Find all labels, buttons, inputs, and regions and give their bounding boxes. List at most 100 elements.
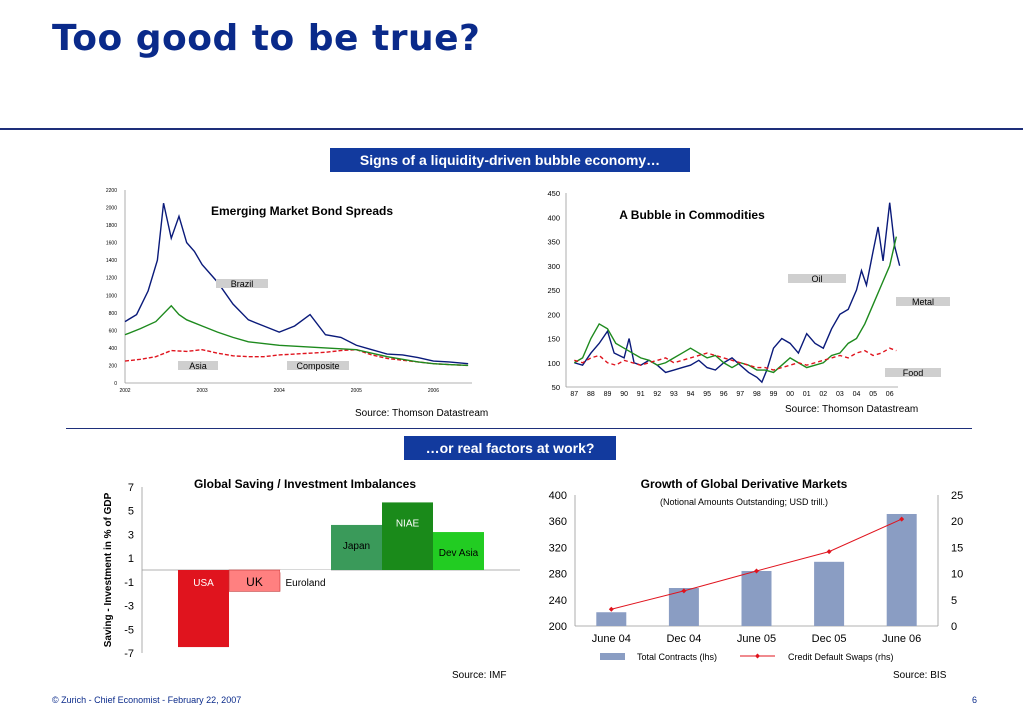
x-tick-label: 98 [753, 391, 761, 398]
y-tick-label: 1400 [106, 258, 117, 264]
y-tick-label: 0 [114, 381, 117, 387]
label-asia-box [178, 361, 218, 370]
y-tick-label: 800 [109, 311, 118, 317]
page-title: Too good to be true? [52, 18, 481, 59]
cds-point [608, 606, 614, 612]
chart-em-bond-spreads: 2200 2000 1800 1600 1400 1200 1000 800 600 400 200… [106, 188, 472, 394]
y-tick-label: -1 [124, 577, 134, 589]
x-tick-label: 2006 [428, 388, 439, 394]
y-tick-label: 3 [128, 529, 134, 541]
y-tick-label: -5 [124, 624, 134, 636]
y-tick-label: 300 [547, 262, 560, 271]
series-line-oil [574, 202, 901, 384]
label-asia: Asia [189, 361, 207, 371]
y-tick-label: 2000 [106, 206, 117, 212]
x-tick-label: 06 [886, 391, 894, 398]
source-c4: Source: BIS [893, 670, 947, 681]
x-tick-label: 90 [620, 391, 628, 398]
source-c1: Source: Thomson Datastream [355, 408, 489, 419]
y-tick-label: 450 [547, 189, 560, 198]
y-tick-label: 1 [128, 553, 134, 565]
y-tick-label: 350 [547, 238, 560, 247]
x-tick-label: 97 [736, 391, 744, 398]
bar-label: Japan [343, 541, 370, 552]
chart-commodities: 450 400 350 300 250 200 150 100 50 87 88 89 90 91 92 93… [547, 189, 950, 398]
y-tick-label-left: 200 [549, 621, 567, 633]
y-tick-label: 1200 [106, 276, 117, 282]
page-number: 6 [972, 695, 978, 705]
y-tick-label: 1600 [106, 241, 117, 247]
bar-total-contracts [741, 570, 772, 626]
x-tick-label: 2002 [119, 388, 130, 394]
chart-subtitle: (Notional Amounts Outstanding; USD trill… [660, 497, 828, 507]
x-tick-label: 91 [637, 391, 645, 398]
y-tick-label: 1800 [106, 223, 117, 229]
cds-point [826, 549, 832, 555]
y-tick-label: 5 [128, 506, 134, 518]
y-tick-label: 2200 [106, 188, 117, 194]
label-composite-box [287, 361, 349, 370]
y-tick-label: 200 [547, 310, 560, 319]
y-tick-label: -3 [124, 601, 134, 613]
chart-title: Emerging Market Bond Spreads [211, 204, 393, 218]
source-c2: Source: Thomson Datastream [785, 404, 919, 415]
label-oil-box [788, 274, 846, 283]
y-tick-label-right: 20 [951, 516, 963, 528]
bar-japan [331, 524, 382, 570]
bar-total-contracts [814, 561, 845, 626]
bar-euroland [280, 570, 331, 573]
x-tick-label: 92 [653, 391, 661, 398]
x-tick-label: 89 [604, 391, 612, 398]
middle-divider [66, 428, 972, 429]
x-tick-label: 2005 [351, 388, 362, 394]
x-tick-label: 00 [786, 391, 794, 398]
y-tick-label-left: 280 [549, 569, 567, 581]
bar-total-contracts [668, 588, 699, 626]
legend-label-bars: Total Contracts (lhs) [637, 652, 717, 662]
banner-bottom: …or real factors at work? [404, 436, 616, 460]
y-tick-label: 400 [547, 213, 560, 222]
label-food: Food [903, 368, 924, 378]
top-divider [0, 128, 1023, 130]
y-tick-label-right: 15 [951, 542, 963, 554]
x-tick-label: 01 [803, 391, 811, 398]
series-line-brazil [124, 203, 469, 365]
y-tick-label: -7 [124, 648, 134, 660]
x-tick-label: 99 [770, 391, 778, 398]
bar-label: UK [246, 575, 263, 589]
chart-derivatives: 400 360 320 280 240 200 25 20 15 10 5 0 Growth of Gl… [549, 477, 964, 662]
x-tick-label: June 06 [882, 633, 921, 645]
bar-dev-asia [433, 532, 484, 570]
x-tick-label: 02 [819, 391, 827, 398]
bar-label: USA [193, 578, 214, 589]
footer-text: © Zurich - Chief Economist - February 22… [52, 695, 242, 705]
source-c3: Source: IMF [452, 670, 507, 681]
bar-niae [382, 502, 433, 570]
label-composite: Composite [296, 361, 339, 371]
legend-swatch-bars [600, 653, 625, 660]
y-tick-label-left: 240 [549, 595, 567, 607]
series-line-metal [573, 236, 898, 374]
label-oil: Oil [812, 274, 823, 284]
x-tick-label: 88 [587, 391, 595, 398]
y-tick-label: 400 [109, 346, 118, 352]
cds-point [754, 568, 759, 574]
x-tick-label: Dec 04 [666, 633, 701, 645]
label-brazil-box [216, 279, 268, 288]
x-tick-label: June 05 [737, 633, 776, 645]
chart-saving-investment: 7 5 3 1 -1 -3 -5 -7 Saving - Investment in % of … [103, 477, 520, 660]
y-tick-label: 600 [109, 328, 118, 334]
x-tick-label: June 04 [592, 633, 631, 645]
series-line-food [574, 347, 897, 371]
y-tick-label: 100 [547, 359, 560, 368]
bar-label: Euroland [285, 578, 325, 589]
x-tick-label: 05 [869, 391, 877, 398]
y-tick-label: 1000 [106, 293, 117, 299]
cds-point [681, 588, 687, 594]
x-tick-label: 93 [670, 391, 678, 398]
bar-label: NIAE [396, 518, 420, 529]
y-tick-label: 7 [128, 482, 134, 494]
y-tick-label-left: 400 [549, 490, 567, 502]
label-brazil: Brazil [231, 279, 254, 289]
x-tick-label: 03 [836, 391, 844, 398]
